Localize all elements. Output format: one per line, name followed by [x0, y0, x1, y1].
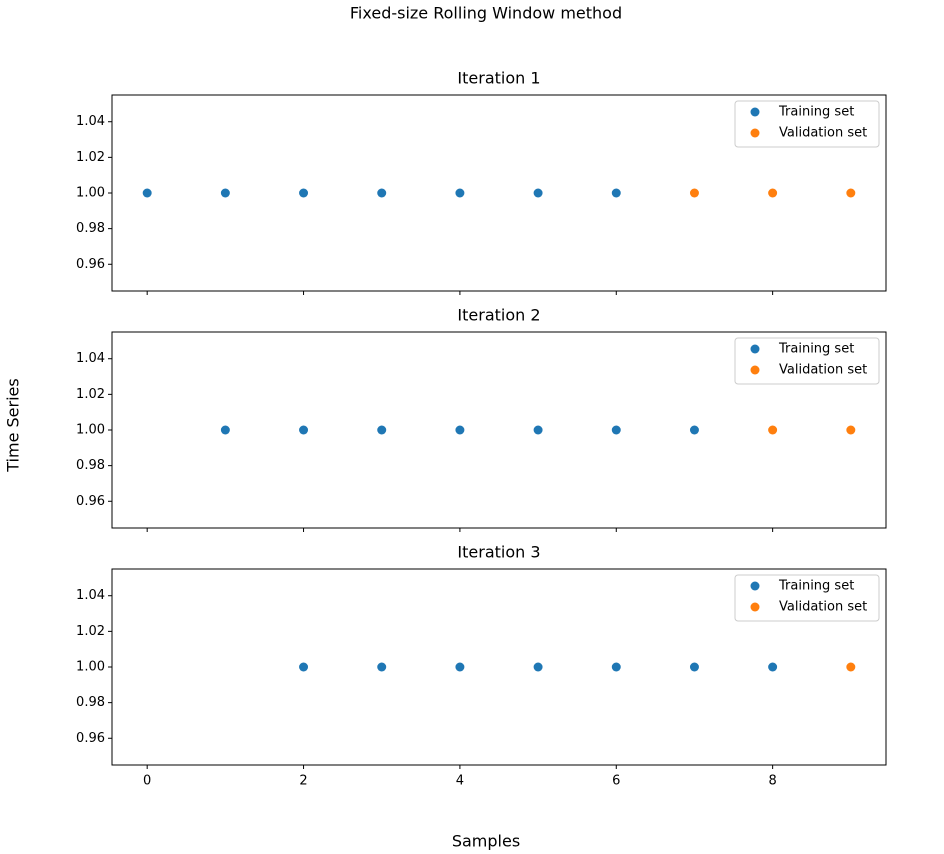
x-tick-label: 8	[768, 774, 776, 789]
point	[611, 662, 621, 672]
point	[533, 188, 543, 198]
y-tick-label: 1.02	[76, 150, 105, 165]
subplot-title: Iteration 1	[457, 69, 540, 88]
point	[299, 425, 309, 435]
y-tick-label: 0.98	[76, 221, 105, 236]
point	[611, 425, 621, 435]
y-tick-label: 0.98	[76, 458, 105, 473]
point	[220, 188, 230, 198]
point	[689, 662, 699, 672]
legend-marker	[750, 107, 760, 117]
y-tick-label: 1.00	[76, 660, 105, 675]
point	[689, 188, 699, 198]
point	[299, 188, 309, 198]
y-tick-label: 0.96	[76, 731, 105, 746]
y-tick-label: 1.02	[76, 624, 105, 639]
subplot-title: Iteration 3	[457, 543, 540, 562]
x-tick-label: 4	[456, 774, 464, 789]
x-tick-label: 0	[143, 774, 151, 789]
legend-label: Validation set	[779, 126, 867, 141]
legend-marker	[750, 581, 760, 591]
legend-marker	[750, 344, 760, 354]
point	[299, 662, 309, 672]
point	[768, 662, 778, 672]
subplot-title: Iteration 2	[457, 306, 540, 325]
y-tick-label: 1.00	[76, 186, 105, 201]
legend-marker	[750, 365, 760, 375]
legend-box	[734, 574, 880, 622]
point	[455, 425, 465, 435]
y-tick-label: 1.00	[76, 423, 105, 438]
point	[455, 662, 465, 672]
legend-marker	[750, 602, 760, 612]
legend-box	[734, 337, 880, 385]
legend-box	[734, 100, 880, 148]
y-tick-label: 1.02	[76, 387, 105, 402]
y-tick-label: 0.96	[76, 257, 105, 272]
x-tick-label: 2	[299, 774, 307, 789]
point	[768, 188, 778, 198]
legend-label: Validation set	[779, 600, 867, 615]
point	[689, 425, 699, 435]
point	[846, 188, 856, 198]
x-tick-label: 6	[612, 774, 620, 789]
point	[220, 425, 230, 435]
figure-title: Fixed-size Rolling Window method	[350, 4, 622, 23]
x-axis-label: Samples	[452, 832, 520, 851]
y-tick-label: 1.04	[76, 114, 105, 129]
point	[533, 425, 543, 435]
legend-marker	[750, 128, 760, 138]
point	[377, 188, 387, 198]
legend-label: Training set	[778, 105, 854, 120]
y-tick-label: 1.04	[76, 588, 105, 603]
legend-label: Validation set	[779, 363, 867, 378]
point	[455, 188, 465, 198]
y-tick-label: 0.96	[76, 494, 105, 509]
point	[377, 425, 387, 435]
point	[611, 188, 621, 198]
point	[768, 425, 778, 435]
point	[142, 188, 152, 198]
y-axis-label: Time Series	[4, 378, 23, 472]
y-tick-label: 0.98	[76, 695, 105, 710]
point	[377, 662, 387, 672]
point	[533, 662, 543, 672]
legend-label: Training set	[778, 579, 854, 594]
y-tick-label: 1.04	[76, 351, 105, 366]
point	[846, 425, 856, 435]
point	[846, 662, 856, 672]
legend-label: Training set	[778, 342, 854, 357]
